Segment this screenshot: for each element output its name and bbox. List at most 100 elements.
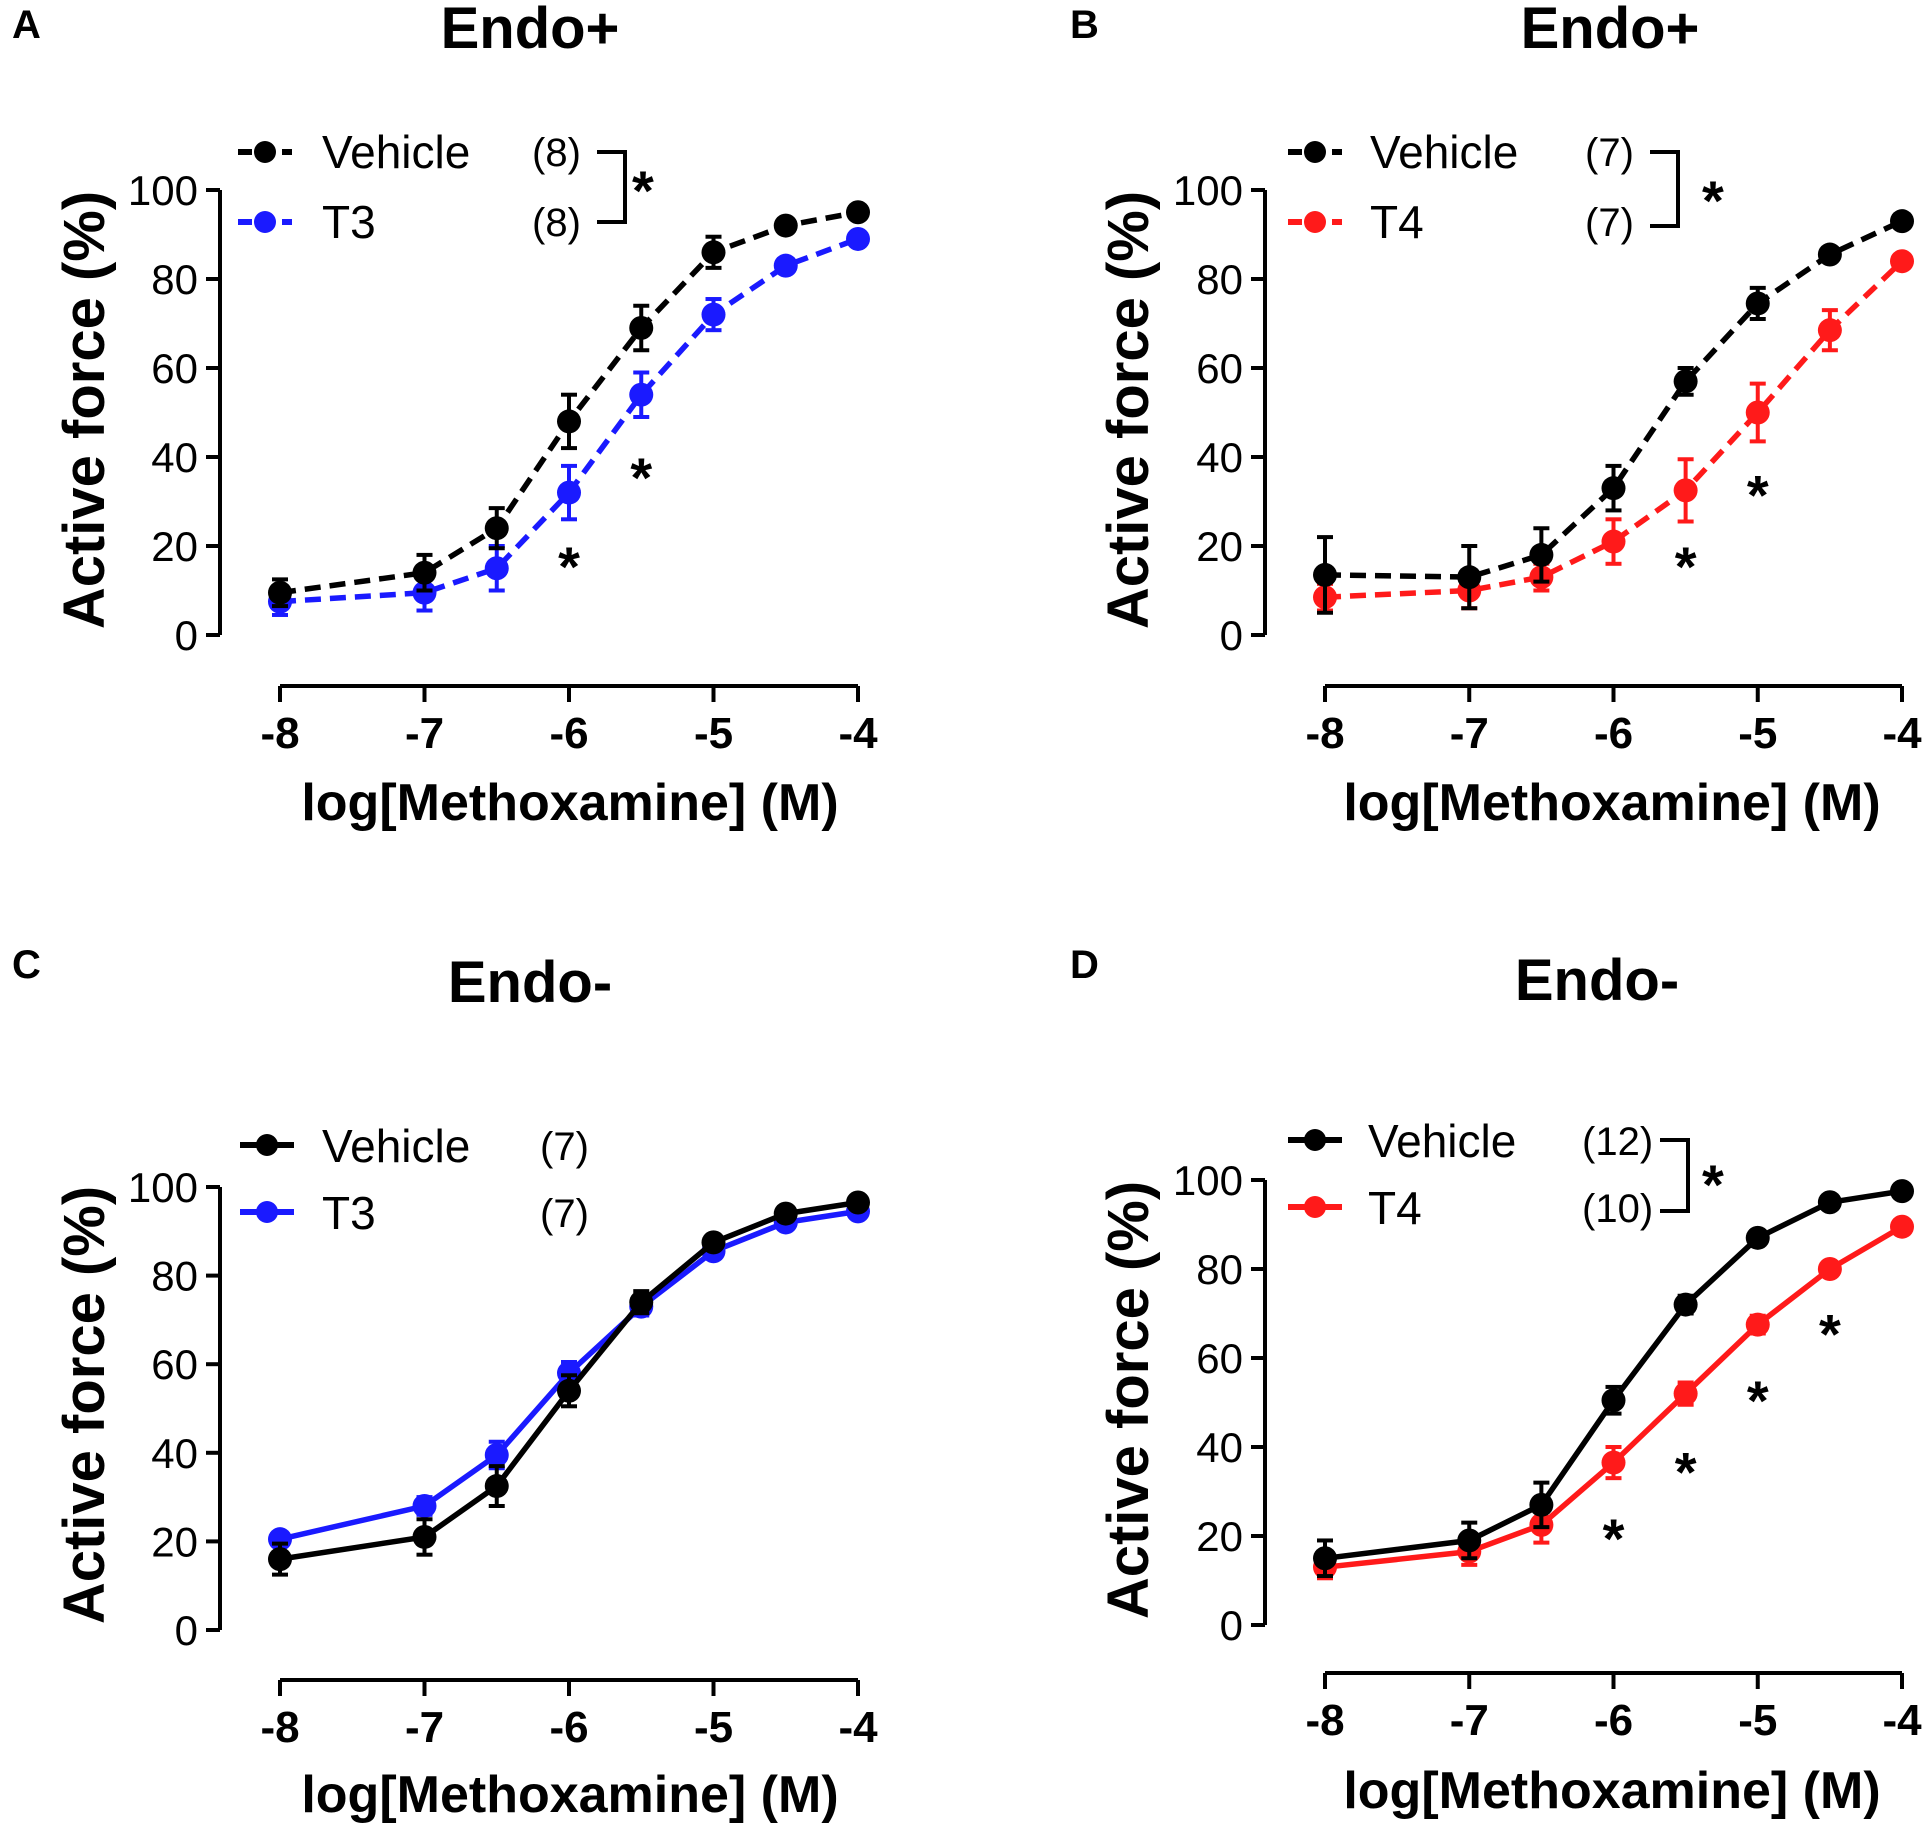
chart-title: Endo+	[1521, 0, 1700, 61]
chart-title: Endo+	[441, 0, 620, 61]
x-tick-label: -6	[1594, 709, 1633, 758]
x-tick-label: -7	[405, 709, 444, 758]
y-tick-label: 80	[151, 256, 198, 303]
significance-star: *	[1675, 1440, 1697, 1503]
y-tick-label: 20	[1196, 1513, 1243, 1560]
data-point	[846, 200, 870, 225]
x-axis-label: log[Methoxamine] (M)	[301, 1766, 838, 1824]
data-point	[846, 1190, 870, 1215]
x-tick-label: -5	[694, 1703, 733, 1752]
y-tick-label: 100	[128, 167, 198, 214]
legend: Vehicle (8) T3 (8) *	[238, 126, 654, 248]
x-tick-label: -8	[260, 709, 299, 758]
data-point	[1673, 478, 1698, 503]
data-point	[1745, 1225, 1770, 1250]
legend-entry-vehicle: Vehicle (8)	[238, 126, 581, 178]
significance-bracket	[1650, 150, 1680, 228]
legend-marker	[254, 211, 276, 233]
series-line	[279, 236, 859, 605]
data-point	[1817, 1257, 1842, 1281]
legend-n: (7)	[1585, 131, 1634, 175]
data-point	[1890, 1214, 1914, 1239]
legend-entry-vehicle: Vehicle (7)	[240, 1120, 589, 1172]
panel-letter: A	[12, 3, 41, 47]
y-tick-label: 0	[175, 612, 198, 659]
data-point	[1601, 1388, 1626, 1413]
data-point	[629, 382, 654, 407]
x-axis-label: log[Methoxamine] (M)	[301, 774, 838, 832]
legend-n: (7)	[1585, 201, 1634, 245]
data-point	[773, 213, 798, 238]
legend-entry-t3: T3 (7)	[240, 1187, 589, 1239]
legend-n: (8)	[532, 131, 581, 175]
significance-star: *	[1747, 464, 1769, 527]
data-point	[773, 1201, 798, 1226]
data-point	[1601, 1450, 1626, 1475]
y-tick-label: 0	[1220, 1602, 1243, 1649]
y-tick-label: 20	[151, 523, 198, 570]
legend-label: T4	[1368, 1182, 1422, 1234]
legend-entry-t3: T3 (8)	[238, 196, 581, 248]
x-tick-label: -4	[1882, 1696, 1922, 1745]
data-point	[557, 409, 581, 434]
data-point	[557, 1378, 581, 1403]
y-axis-label: Active force (%)	[1096, 191, 1161, 629]
x-tick-label: -5	[1738, 1696, 1777, 1745]
y-axis-label: Active force (%)	[52, 1186, 117, 1624]
data-point	[629, 315, 654, 340]
y-tick-label: 40	[1196, 434, 1243, 481]
data-point	[484, 1474, 509, 1499]
legend-label: Vehicle	[322, 126, 470, 178]
chart-title: Endo-	[1515, 948, 1679, 1013]
x-tick-label: -5	[694, 709, 733, 758]
y-tick-label: 20	[1196, 523, 1243, 570]
series-line	[279, 1199, 859, 1562]
legend-entry-t4: T4 (7)	[1288, 196, 1634, 248]
data-point	[1745, 400, 1770, 425]
legend-n: (12)	[1582, 1120, 1653, 1164]
data-point	[1529, 542, 1554, 567]
legend-marker	[256, 1134, 278, 1156]
legend-n: (7)	[540, 1125, 589, 1169]
y-tick-label: 80	[1196, 256, 1243, 303]
legend-label: T4	[1370, 196, 1424, 248]
y-tick-label: 40	[151, 434, 198, 481]
legend-marker	[1304, 141, 1326, 163]
x-tick-label: -4	[838, 709, 878, 758]
data-point	[701, 302, 726, 327]
x-tick-label: -7	[1450, 709, 1489, 758]
data-point	[1457, 1528, 1482, 1553]
x-tick-label: -7	[1450, 1696, 1489, 1745]
data-point	[1529, 1492, 1554, 1517]
legend-entry-vehicle: Vehicle (7)	[1288, 126, 1634, 178]
bracket-star: *	[632, 159, 654, 222]
panel-letter: B	[1070, 3, 1099, 47]
significance-star: *	[1747, 1369, 1769, 1432]
significance-bracket	[1660, 1138, 1690, 1213]
data-point	[629, 1290, 654, 1315]
data-point	[1313, 1546, 1337, 1571]
significance-star: *	[1603, 1507, 1625, 1570]
data-point	[1745, 291, 1770, 316]
panel-letter: C	[12, 943, 41, 987]
data-point	[773, 253, 798, 278]
y-tick-label: 60	[1196, 1335, 1243, 1382]
x-tick-label: -6	[549, 1703, 588, 1752]
legend-label: T3	[322, 1187, 376, 1239]
legend-n: (10)	[1582, 1187, 1653, 1231]
legend-marker	[1304, 1196, 1326, 1218]
x-tick-label: -4	[1882, 709, 1922, 758]
y-tick-label: 60	[1196, 345, 1243, 392]
bracket-star: *	[1702, 169, 1724, 232]
data-point	[1673, 1292, 1698, 1317]
legend-entry-vehicle: Vehicle (12)	[1288, 1115, 1653, 1167]
y-tick-label: 60	[151, 345, 198, 392]
y-tick-label: 80	[151, 1253, 198, 1300]
data-point	[1457, 565, 1482, 590]
x-axis-label: log[Methoxamine] (M)	[1343, 774, 1880, 832]
panel-a: A Endo+ Active force (%) log[Methoxamine…	[12, 0, 878, 832]
data-point	[701, 240, 726, 265]
legend-n: (7)	[540, 1192, 589, 1236]
data-point	[1673, 1381, 1698, 1406]
x-tick-label: -6	[549, 709, 588, 758]
